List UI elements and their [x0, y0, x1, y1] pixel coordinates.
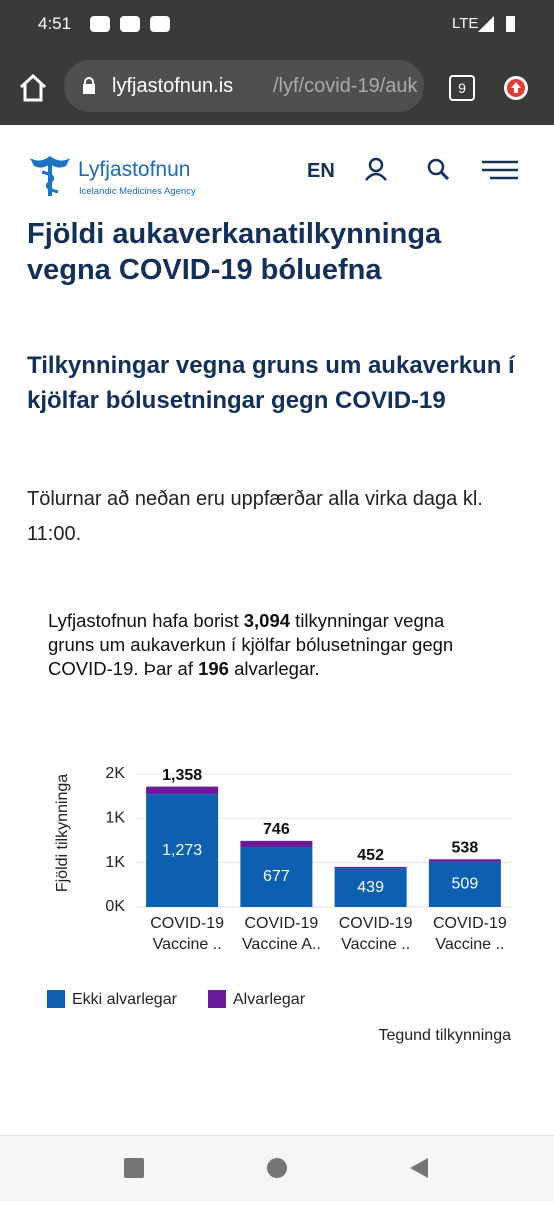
bar-segment	[334, 866, 407, 869]
y-axis-title: Fjöldi tilkynninga	[54, 774, 71, 892]
language-toggle[interactable]: EN	[307, 160, 335, 182]
summary-text: alvarlegar.	[228, 658, 320, 679]
recents-button[interactable]	[124, 1158, 144, 1178]
url-path: /lyf/covid-19/auk	[273, 75, 418, 97]
logo-icon	[30, 156, 70, 196]
x-tick-label: COVID-19	[150, 915, 224, 932]
x-tick-label: Vaccine ..	[341, 936, 410, 953]
url-bar[interactable]: lyfjastofnun.is/lyf/covid-19/auk	[64, 60, 424, 112]
search-icon[interactable]	[427, 158, 450, 181]
nav-buttons	[124, 1158, 428, 1178]
legend-label: Alvarlegar	[233, 991, 306, 1008]
legend-swatch	[47, 990, 65, 1008]
page-subtitle: Tilkynningar vegna gruns um aukaverkun í…	[27, 352, 515, 414]
y-tick-label: 0K	[105, 898, 125, 915]
total-label: 746	[263, 821, 290, 838]
segment-label: 1,273	[162, 842, 202, 859]
back-button[interactable]	[410, 1158, 428, 1178]
legend-swatch	[208, 990, 226, 1008]
clock: 4:51	[38, 14, 72, 33]
segment-label: 439	[357, 879, 384, 896]
chart: Fjöldi tilkynninga Tegund tilkynninga 0K…	[47, 765, 512, 1044]
bar-segment	[240, 840, 313, 847]
x-tick-label: Vaccine ..	[153, 936, 222, 953]
bar-segment	[428, 859, 501, 862]
total-count: 3,094	[243, 610, 291, 631]
bar-segment	[334, 868, 407, 907]
segment-label: 677	[263, 868, 290, 885]
x-tick-label: COVID-19	[244, 915, 318, 932]
legend-label: Ekki alvarlegar	[72, 991, 178, 1008]
tab-count[interactable]: 9	[449, 75, 475, 101]
network: LTE	[452, 15, 479, 32]
bar-segment	[428, 861, 501, 907]
bar-segment	[146, 786, 219, 795]
total-label: 538	[452, 840, 479, 857]
menu-icon[interactable]	[482, 160, 518, 180]
logo-subtitle: Icelandic Medicines Agency	[79, 186, 196, 197]
x-tick-label: COVID-19	[339, 915, 413, 932]
total-label: 1,358	[162, 767, 202, 784]
signal-battery	[478, 16, 515, 32]
home-button[interactable]	[18, 73, 48, 103]
update-button[interactable]	[502, 74, 530, 102]
bar-segment	[240, 846, 313, 907]
y-tick-label: 1K	[105, 810, 125, 827]
update-note: Tölurnar að neðan eru uppfærðar alla vir…	[27, 488, 483, 545]
summary-text: Lyfjastofnun hafa borist	[48, 610, 244, 631]
user-icon[interactable]	[365, 157, 387, 181]
bar-segment	[146, 794, 219, 907]
x-tick-label: Vaccine ..	[435, 936, 504, 953]
y-tick-label: 1K	[105, 854, 125, 871]
summary-text: tilkynningar vegna gruns um aukaverkun í…	[48, 610, 454, 679]
logo-name: Lyfjastofnun	[78, 158, 191, 181]
x-tick-label: Vaccine A..	[242, 936, 321, 953]
browser-chrome: 4:51 LTE lyfjastofnun.is/lyf/covid-19/au…	[0, 0, 554, 125]
notification-icons	[90, 16, 170, 32]
x-axis-title: Tegund tilkynninga	[378, 1027, 511, 1044]
segment-label: 509	[452, 876, 479, 893]
summary: Lyfjastofnun hafa borist 3,094 tilkynnin…	[48, 609, 478, 681]
page-title: Fjöldi aukaverkanatilkynninga vegna COVI…	[27, 218, 442, 286]
serious-count: 196	[198, 658, 229, 679]
lock-icon	[83, 77, 95, 94]
home-nav-button[interactable]	[267, 1158, 287, 1178]
x-tick-label: COVID-19	[433, 915, 507, 932]
url-host: lyfjastofnun.is	[112, 75, 234, 97]
system-nav	[0, 1135, 554, 1201]
total-label: 452	[357, 847, 384, 864]
header-icons	[365, 157, 518, 181]
y-tick-label: 2K	[105, 765, 125, 782]
